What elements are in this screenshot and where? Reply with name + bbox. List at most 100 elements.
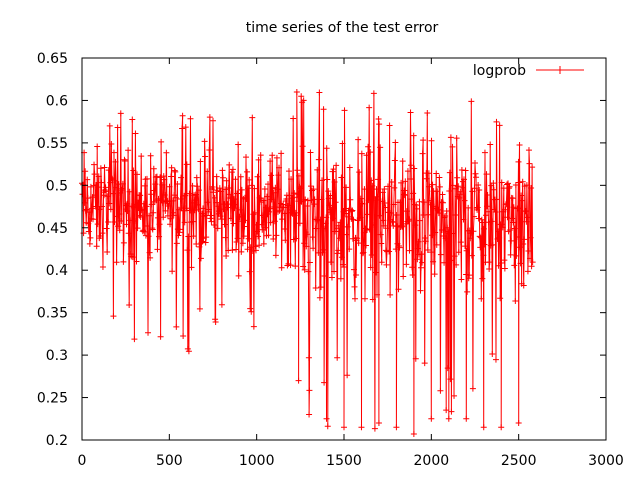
data-point — [457, 188, 464, 195]
data-point — [188, 264, 195, 271]
data-point — [216, 185, 223, 192]
data-point — [280, 204, 287, 211]
data-point — [222, 186, 229, 193]
data-point — [120, 258, 127, 265]
data-point — [413, 202, 420, 209]
data-point — [320, 246, 327, 253]
data-point — [407, 109, 414, 116]
data-point — [421, 199, 428, 206]
data-point — [327, 192, 334, 199]
legend: logprob — [473, 63, 584, 79]
data-point — [414, 256, 421, 263]
data-point — [310, 186, 317, 193]
data-point — [296, 220, 303, 227]
data-point — [350, 266, 357, 273]
data-point — [336, 228, 343, 235]
data-point — [90, 182, 97, 189]
x-tick-label: 2500 — [501, 453, 537, 469]
data-point — [315, 156, 322, 163]
data-point — [292, 209, 299, 216]
data-point — [358, 150, 365, 157]
data-point — [476, 186, 483, 193]
data-point — [216, 208, 223, 215]
data-point — [178, 174, 185, 181]
data-point — [114, 124, 121, 131]
data-point — [499, 224, 506, 231]
x-tick-label: 1000 — [239, 453, 275, 469]
data-point — [220, 206, 227, 213]
data-point — [480, 252, 487, 259]
data-point — [154, 246, 161, 253]
data-point — [446, 187, 453, 194]
data-point — [498, 260, 505, 267]
data-point — [338, 254, 345, 261]
data-point — [501, 265, 508, 272]
x-tick-label: 3000 — [588, 453, 624, 469]
data-point — [308, 197, 315, 204]
data-point — [276, 207, 283, 214]
data-point — [452, 185, 459, 192]
data-point — [406, 247, 413, 254]
data-point — [298, 198, 305, 205]
data-point — [182, 192, 189, 199]
data-point — [179, 125, 186, 132]
data-point — [433, 241, 440, 248]
data-point — [265, 232, 272, 239]
data-point — [237, 206, 244, 213]
data-point — [210, 189, 217, 196]
data-point — [83, 206, 90, 213]
data-point — [260, 197, 267, 204]
y-tick-label: 0.5 — [46, 178, 68, 194]
data-point — [116, 227, 123, 234]
data-point — [274, 186, 281, 193]
data-point — [212, 316, 219, 323]
data-point — [366, 226, 373, 233]
data-point — [518, 192, 525, 199]
data-point — [403, 261, 410, 268]
data-point — [80, 230, 87, 237]
data-point — [270, 189, 277, 196]
data-point — [381, 186, 388, 193]
data-point — [405, 216, 412, 223]
data-point — [422, 238, 429, 245]
data-point — [373, 186, 380, 193]
data-point — [169, 209, 176, 216]
data-point — [368, 177, 375, 184]
data-point — [475, 215, 482, 222]
data-point — [493, 118, 500, 125]
data-point — [243, 195, 250, 202]
data-point — [81, 199, 88, 206]
data-point — [415, 238, 422, 245]
data-point — [200, 205, 207, 212]
data-point — [487, 141, 494, 148]
data-point — [161, 176, 168, 183]
data-point — [323, 415, 330, 422]
data-point — [379, 189, 386, 196]
data-point — [425, 211, 432, 218]
data-point — [364, 211, 371, 218]
data-point — [387, 291, 394, 298]
data-point — [321, 379, 328, 386]
data-point — [335, 222, 342, 229]
data-point — [507, 226, 514, 233]
data-point — [181, 219, 188, 226]
data-point — [356, 169, 363, 176]
data-point — [339, 140, 346, 147]
data-point — [378, 240, 385, 247]
data-point — [150, 209, 157, 216]
data-point — [443, 208, 450, 215]
data-point — [302, 196, 309, 203]
data-point — [343, 231, 350, 238]
data-point — [249, 114, 256, 121]
data-point — [415, 251, 422, 258]
data-point — [152, 181, 159, 188]
data-point — [177, 196, 184, 203]
data-point — [462, 243, 469, 250]
data-point — [158, 197, 165, 204]
data-point — [151, 187, 158, 194]
data-point — [408, 162, 415, 169]
data-point — [298, 93, 305, 100]
data-point — [193, 240, 200, 247]
data-point — [132, 130, 139, 137]
data-point — [520, 282, 527, 289]
